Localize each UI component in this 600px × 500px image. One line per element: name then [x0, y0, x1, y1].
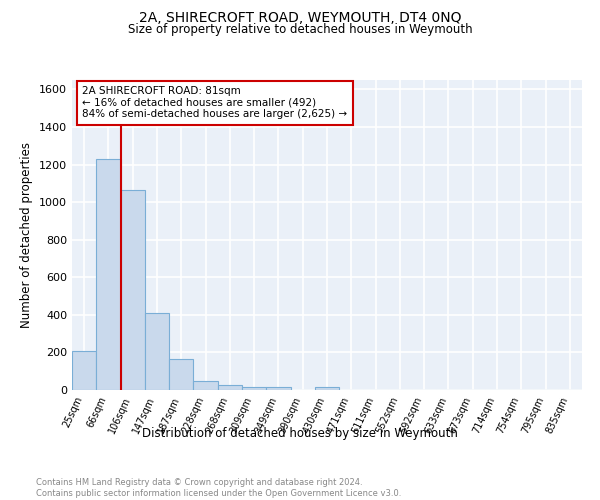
Bar: [145, 313, 169, 390]
Bar: [96, 159, 121, 390]
Text: 2A SHIRECROFT ROAD: 81sqm
← 16% of detached houses are smaller (492)
84% of semi: 2A SHIRECROFT ROAD: 81sqm ← 16% of detac…: [82, 86, 347, 120]
Y-axis label: Number of detached properties: Number of detached properties: [20, 142, 34, 328]
Bar: [242, 386, 266, 390]
Text: Contains HM Land Registry data © Crown copyright and database right 2024.
Contai: Contains HM Land Registry data © Crown c…: [36, 478, 401, 498]
Bar: [193, 381, 218, 390]
Text: Size of property relative to detached houses in Weymouth: Size of property relative to detached ho…: [128, 22, 472, 36]
Bar: [72, 352, 96, 390]
Bar: [121, 190, 145, 390]
Bar: [315, 386, 339, 390]
Bar: [169, 359, 193, 390]
Text: 2A, SHIRECROFT ROAD, WEYMOUTH, DT4 0NQ: 2A, SHIRECROFT ROAD, WEYMOUTH, DT4 0NQ: [139, 11, 461, 25]
Bar: [266, 387, 290, 390]
Bar: [218, 385, 242, 390]
Text: Distribution of detached houses by size in Weymouth: Distribution of detached houses by size …: [142, 428, 458, 440]
